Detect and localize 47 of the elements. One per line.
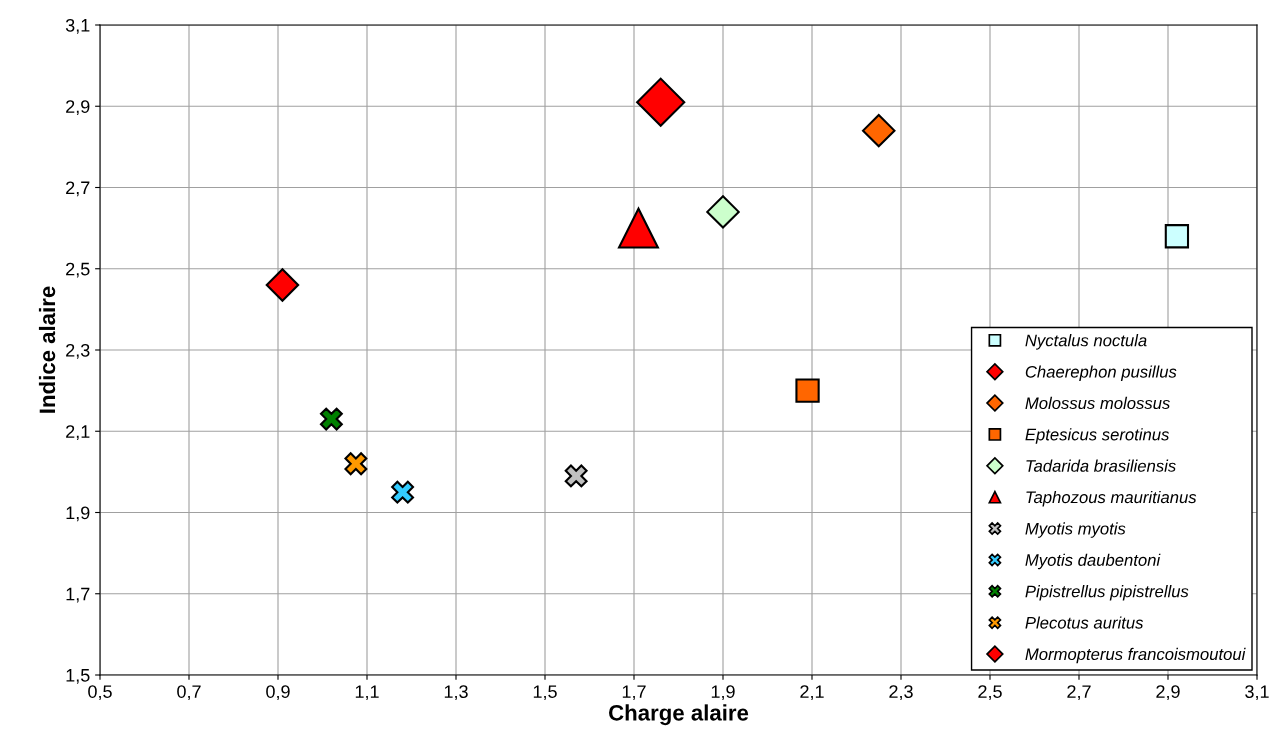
x-tick-label: 1,1 (355, 685, 379, 701)
legend-label: Tadarida brasiliensis (1026, 459, 1176, 472)
legend-label: Myotis daubentoni (1025, 553, 1161, 570)
x-tick-label: 0,7 (177, 685, 201, 701)
y-axis-title: Indice alaire (38, 286, 56, 413)
x-tick-label: 2,5 (978, 685, 1002, 701)
y-tick-label: 1,7 (66, 587, 90, 603)
point (617, 207, 659, 249)
point (265, 268, 300, 302)
x-tick-label: 0,9 (266, 685, 290, 701)
legend-label: Myotis myotis (1025, 522, 1126, 538)
point (636, 77, 686, 127)
x-tick-label: 2,7 (1067, 685, 1091, 701)
x-tick-label: 2,1 (800, 685, 824, 701)
x-tick-label: 3,1 (1245, 685, 1269, 701)
y-tick-label: 3,1 (65, 18, 90, 34)
x-tick-label: 2,3 (889, 685, 913, 701)
x-tick-label: 2,9 (1156, 685, 1180, 701)
y-tick-label: 2,5 (66, 262, 90, 278)
y-tick-label: 1,5 (66, 669, 90, 684)
legend-label: Nyctalus noctula (1025, 334, 1147, 350)
x-tick-label: 0,5 (88, 685, 112, 701)
point (319, 407, 343, 431)
legend-label: Eptesicus serotinus (1025, 428, 1170, 444)
legend-label: Chaerephon pusillus (1025, 365, 1177, 382)
point (795, 378, 820, 403)
y-tick-label: 2,7 (66, 181, 90, 197)
point (564, 464, 588, 488)
point (344, 452, 368, 476)
x-tick-label: 1,5 (533, 685, 557, 701)
point (1164, 224, 1190, 249)
x-tick-label: 1,3 (444, 685, 468, 701)
legend-label: Taphozous mauritianus (1026, 490, 1197, 507)
legend-label: Plecotus auritus (1025, 616, 1144, 629)
legend-label: Pipistrellus pipistrellus (1025, 585, 1189, 601)
y-tick-label: 2,3 (66, 343, 90, 359)
x-axis-title: Charge alaire (609, 704, 749, 726)
point (391, 480, 415, 504)
y-tick-label: 2,1 (66, 425, 90, 441)
x-tick-label: 1,7 (622, 685, 646, 701)
point (706, 195, 740, 229)
y-tick-label: 2,9 (66, 100, 90, 116)
point (862, 113, 896, 148)
legend-label: Mormopterus francoismoutoui (1025, 647, 1246, 664)
x-tick-label: 1,9 (711, 685, 735, 701)
y-tick-label: 1,9 (66, 506, 90, 522)
legend-label: Molossus molossus (1025, 396, 1170, 410)
